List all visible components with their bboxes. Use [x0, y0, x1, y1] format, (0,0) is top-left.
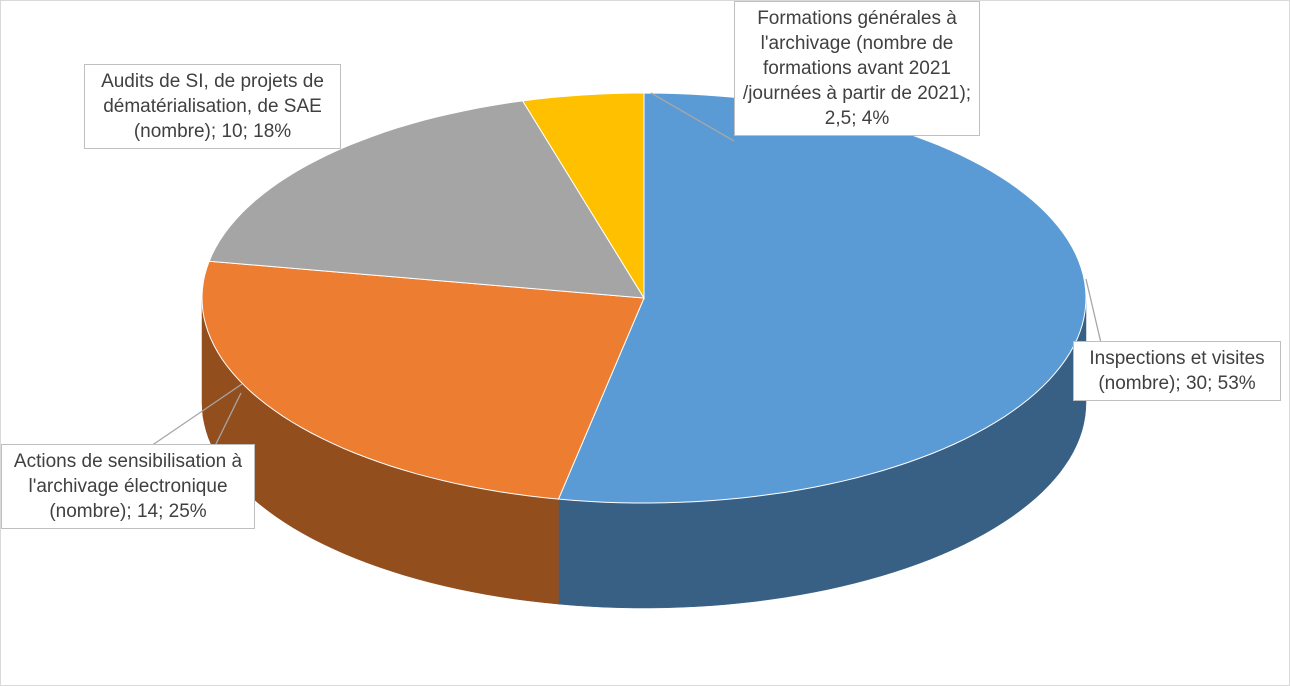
label-separator: ; [242, 121, 254, 142]
slice [208, 100, 645, 299]
data-label: Audits de SI, de projets de dématérialis… [84, 64, 341, 149]
label-percent: 4% [861, 108, 890, 129]
label-separator: ; [158, 501, 169, 522]
label-value: 2,5 [824, 108, 852, 129]
label-separator: ; [1207, 373, 1218, 394]
label-category: Inspections et visites (nombre) [1089, 348, 1270, 394]
leader-line [150, 383, 243, 447]
label-separator: ; [210, 121, 222, 142]
slice [201, 260, 645, 500]
label-value: 30 [1185, 373, 1208, 394]
label-separator: ; [126, 501, 137, 522]
label-separator: ; [965, 83, 977, 104]
label-separator: ; [851, 108, 862, 129]
label-value: 14 [136, 501, 159, 522]
data-label: Formations générales à l'archivage (nomb… [734, 1, 980, 136]
label-percent: 25% [168, 501, 207, 522]
data-label: Actions de sensibilisation à l'archivage… [1, 444, 255, 529]
slices [201, 92, 1087, 609]
slice [521, 92, 645, 300]
label-category: Formations générales à l'archivage (nomb… [742, 8, 966, 104]
label-category: Actions de sensibilisation à l'archivage… [13, 451, 248, 522]
label-separator: ; [1175, 373, 1186, 394]
label-category: Audits de SI, de projets de dématérialis… [101, 71, 330, 142]
label-value: 10 [221, 121, 243, 142]
label-percent: 18% [253, 121, 292, 142]
leader-line [214, 392, 242, 447]
leader-line [650, 92, 735, 142]
label-percent: 53% [1217, 373, 1256, 394]
data-label: Inspections et visites (nombre); 30; 53% [1073, 341, 1281, 401]
